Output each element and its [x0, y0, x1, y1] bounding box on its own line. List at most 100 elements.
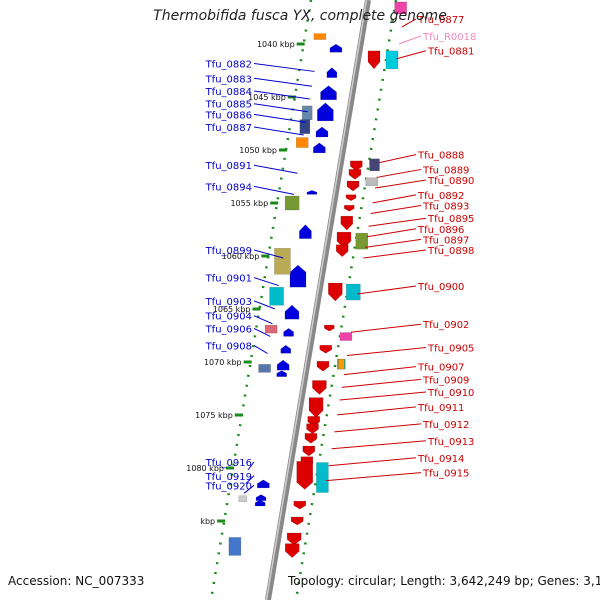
- plus-strand-gene-arrow[interactable]: [304, 433, 318, 444]
- gene-label[interactable]: Tfu_0890: [427, 176, 474, 187]
- plus-strand-feature-box[interactable]: [316, 462, 329, 493]
- gene-label[interactable]: Tfu_0883: [205, 74, 252, 85]
- minus-strand-gene-arrow[interactable]: [320, 85, 337, 101]
- gene-label[interactable]: Tfu_0908: [205, 341, 252, 352]
- minus-strand-gene-arrow[interactable]: [313, 142, 326, 154]
- plus-strand-gene-arrow[interactable]: [335, 244, 349, 258]
- gene-label[interactable]: Tfu_0904: [205, 312, 252, 323]
- gene-label[interactable]: Tfu_0882: [205, 59, 252, 70]
- minus-strand-feature-box[interactable]: [228, 537, 242, 556]
- minus-strand-feature-box[interactable]: [258, 364, 271, 373]
- plus-strand-gene-arrow[interactable]: [350, 160, 363, 172]
- minus-strand-gene-arrow[interactable]: [317, 102, 334, 122]
- minus-strand-feature-box[interactable]: [284, 195, 300, 211]
- minus-strand-gene-arrow[interactable]: [315, 126, 329, 138]
- plus-strand-feature-box[interactable]: [338, 358, 345, 370]
- plus-strand-gene-arrow[interactable]: [306, 423, 319, 435]
- gene-label[interactable]: Tfu_0910: [427, 388, 474, 399]
- minus-strand-feature-box[interactable]: [313, 33, 327, 40]
- gene-label[interactable]: Tfu_0885: [205, 100, 252, 111]
- plus-strand-gene-arrow[interactable]: [344, 205, 355, 212]
- plus-strand-gene-arrow[interactable]: [319, 345, 333, 354]
- plus-strand-gene-arrow[interactable]: [336, 231, 352, 249]
- plus-strand-gene-arrow[interactable]: [328, 282, 343, 302]
- minus-strand-feature-box[interactable]: [274, 248, 291, 275]
- plus-strand-gene-arrow[interactable]: [302, 445, 316, 457]
- minus-strand-gene-arrow[interactable]: [289, 264, 307, 288]
- minus-strand-gene-arrow[interactable]: [276, 370, 287, 377]
- gene-label[interactable]: Tfu_0896: [417, 225, 464, 236]
- minus-strand-gene-arrow[interactable]: [329, 43, 343, 53]
- gene-label[interactable]: Tfu_0901: [205, 274, 252, 285]
- gene-label[interactable]: Tfu_0915: [422, 469, 469, 480]
- gene-label[interactable]: Tfu_0884: [205, 87, 252, 98]
- gene-label[interactable]: Tfu_0886: [205, 110, 252, 121]
- minus-strand-gene-arrow[interactable]: [299, 224, 312, 239]
- minus-strand-feature-box[interactable]: [264, 324, 278, 334]
- plus-strand-gene-arrow[interactable]: [348, 169, 362, 180]
- gene-label[interactable]: Tfu_0893: [422, 201, 469, 212]
- minus-strand-gene-arrow[interactable]: [255, 494, 267, 501]
- gene-label[interactable]: Tfu_R0018: [422, 32, 476, 43]
- minus-strand-feature-box[interactable]: [269, 287, 284, 306]
- gene-label[interactable]: Tfu_0920: [205, 481, 252, 492]
- gene-label[interactable]: Tfu_0903: [205, 297, 252, 308]
- gene-label[interactable]: Tfu_0919: [205, 472, 252, 483]
- gene-label[interactable]: Tfu_0889: [422, 165, 469, 176]
- gene-label[interactable]: Tfu_0898: [427, 246, 474, 257]
- gene-label[interactable]: Tfu_0900: [417, 282, 464, 293]
- gene-label[interactable]: Tfu_0895: [427, 214, 474, 225]
- gene-label[interactable]: Tfu_0881: [427, 47, 474, 58]
- minus-strand-gene-arrow[interactable]: [306, 190, 318, 195]
- minus-strand-gene-arrow[interactable]: [254, 499, 266, 507]
- plus-strand-gene-arrow[interactable]: [345, 194, 357, 201]
- plus-strand-feature-box[interactable]: [339, 332, 353, 341]
- plus-strand-feature-box[interactable]: [346, 283, 361, 301]
- minus-strand-gene-arrow[interactable]: [276, 359, 290, 371]
- gene-label[interactable]: Tfu_0905: [427, 344, 474, 355]
- minus-strand-gene-arrow[interactable]: [284, 304, 300, 320]
- gene-label[interactable]: Tfu_0877: [417, 15, 464, 26]
- minus-strand-feature-box[interactable]: [238, 495, 248, 502]
- gene-label[interactable]: Tfu_0906: [205, 324, 252, 335]
- gene-label[interactable]: Tfu_0891: [205, 161, 252, 172]
- gene-label[interactable]: Tfu_0916: [205, 458, 252, 469]
- minus-strand-gene-arrow[interactable]: [280, 344, 292, 354]
- plus-strand-feature-box[interactable]: [369, 158, 380, 172]
- plus-strand-gene-arrow[interactable]: [286, 532, 302, 546]
- plus-strand-gene-arrow[interactable]: [312, 380, 327, 395]
- plus-strand-gene-arrow[interactable]: [346, 180, 360, 192]
- plus-strand-gene-arrow[interactable]: [290, 516, 304, 526]
- gene-label[interactable]: Tfu_0911: [417, 403, 464, 414]
- plus-strand-feature-box[interactable]: [385, 50, 399, 70]
- minus-strand-gene-arrow[interactable]: [283, 328, 294, 337]
- gene-label[interactable]: Tfu_0897: [422, 235, 469, 246]
- minus-strand-feature-box[interactable]: [299, 119, 311, 134]
- plus-strand-gene-arrow[interactable]: [284, 543, 300, 559]
- gene-label[interactable]: Tfu_0892: [417, 191, 464, 202]
- minus-strand-gene-arrow[interactable]: [257, 479, 270, 489]
- gene-label[interactable]: Tfu_0887: [205, 123, 252, 134]
- plus-strand-gene-arrow[interactable]: [324, 324, 335, 332]
- gene-label[interactable]: Tfu_0899: [205, 246, 252, 257]
- gene-label[interactable]: Tfu_0894: [205, 182, 252, 193]
- minus-strand-gene-arrow[interactable]: [326, 67, 338, 78]
- gene-label[interactable]: Tfu_0888: [417, 151, 464, 162]
- gene-label[interactable]: Tfu_0909: [422, 375, 469, 386]
- plus-strand-gene-arrow[interactable]: [308, 397, 324, 418]
- plus-strand-gene-arrow[interactable]: [316, 360, 330, 372]
- gene-label[interactable]: Tfu_0902: [422, 320, 469, 331]
- minus-strand-feature-box[interactable]: [301, 105, 313, 121]
- gene-label[interactable]: Tfu_0914: [417, 454, 464, 465]
- gene-label[interactable]: Tfu_0912: [422, 420, 469, 431]
- plus-strand-gene-arrow[interactable]: [293, 500, 307, 510]
- plus-strand-gene-arrow[interactable]: [340, 215, 354, 231]
- plus-strand-gene-arrow[interactable]: [296, 461, 313, 490]
- minus-strand-feature-box[interactable]: [295, 137, 309, 148]
- plus-strand-feature-box[interactable]: [365, 177, 378, 187]
- plus-strand-gene-arrow[interactable]: [367, 50, 381, 70]
- plus-strand-feature-box[interactable]: [394, 1, 407, 15]
- plus-strand-feature-box[interactable]: [355, 232, 369, 250]
- gene-label[interactable]: Tfu_0907: [417, 363, 464, 374]
- gene-label[interactable]: Tfu_0913: [427, 437, 474, 448]
